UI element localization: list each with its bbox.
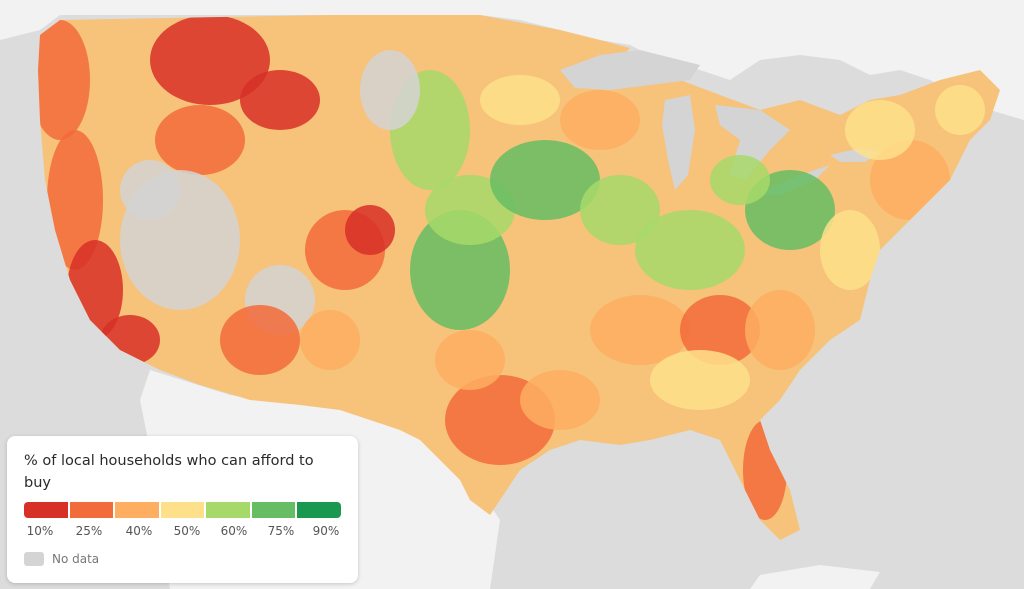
region-fill: [710, 155, 770, 205]
legend-swatch-5: [206, 502, 252, 518]
no-data-label: No data: [52, 552, 100, 566]
region-fill: [220, 305, 300, 375]
legend-swatch-6: [251, 502, 298, 518]
canada-land: [0, 0, 1024, 120]
region-fill: [745, 170, 835, 250]
legend-tick: 40%: [125, 524, 153, 538]
region-fill: [155, 105, 245, 175]
legend-swatch-4: [160, 502, 207, 518]
region-fill: [870, 140, 950, 220]
region-fill: [47, 130, 103, 270]
region-fill: [580, 175, 660, 245]
legend-tick: 10%: [26, 524, 54, 538]
legend-ticks: 10% 25% 40% 50% 60% 75% 90%: [24, 524, 341, 540]
region-fill: [38, 20, 90, 140]
region-fill: [120, 160, 180, 220]
legend-swatch-1: [24, 502, 70, 518]
region-fill: [560, 90, 640, 150]
region-fills: [38, 15, 985, 520]
region-fill: [300, 310, 360, 370]
region-fill: [845, 100, 915, 160]
region-fill: [590, 295, 690, 365]
legend-swatch-3: [115, 502, 161, 518]
legend-tick: 60%: [220, 524, 248, 538]
region-fill: [360, 50, 420, 130]
region-fill: [745, 290, 815, 370]
legend-panel: % of local households who can afford to …: [7, 436, 358, 583]
no-data-swatch: [24, 552, 44, 566]
legend-tick: 90%: [312, 524, 340, 538]
region-fill: [520, 370, 600, 430]
region-fill: [650, 350, 750, 410]
no-data-key: No data: [24, 552, 99, 566]
legend-swatch-2: [69, 502, 116, 518]
region-fill: [490, 140, 600, 220]
lake-superior: [560, 50, 700, 90]
region-fill: [935, 85, 985, 135]
region-fill: [345, 205, 395, 255]
region-fill: [680, 295, 760, 365]
legend-color-scale: [24, 502, 341, 518]
lake-huron: [715, 105, 790, 180]
region-fill: [240, 70, 320, 130]
legend-tick: 50%: [173, 524, 201, 538]
region-fill: [635, 210, 745, 290]
region-fill: [425, 175, 515, 245]
region-fill: [480, 75, 560, 125]
region-fill: [820, 210, 880, 290]
region-fill: [435, 330, 505, 390]
region-fill: [150, 15, 270, 105]
legend-title: % of local households who can afford to …: [24, 453, 314, 491]
legend-swatch-7: [297, 502, 341, 518]
legend-tick: 25%: [75, 524, 103, 538]
cuba-land: [750, 565, 880, 589]
legend-tick: 75%: [267, 524, 295, 538]
lake-michigan: [662, 95, 695, 190]
